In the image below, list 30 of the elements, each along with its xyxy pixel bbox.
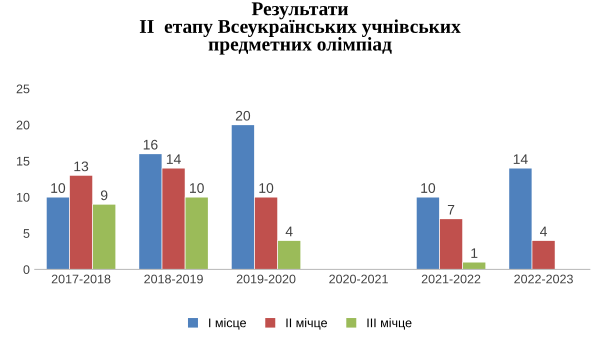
data-label: 14 [166,154,181,164]
data-label: 4 [286,226,293,236]
y-tick-label: 20 [16,120,30,130]
y-tick-label: 15 [16,156,30,166]
legend-label: І місце [209,318,246,330]
legend-label: ІІ мічце [286,318,327,330]
data-label: 10 [190,183,204,193]
data-label: 20 [236,110,250,121]
chart-title: Результати ІІ етапу Всеукраїнських учнівських предметних олімпіад [140,2,461,55]
x-tick-label: 2022-2023 [514,274,573,284]
y-tick-label: 10 [16,192,30,202]
data-label: 7 [448,204,454,215]
data-label: 10 [259,183,274,193]
x-tick-label: 2020-2021 [329,274,388,284]
x-tick-label: 2021-2022 [422,274,480,284]
y-tick-label: 5 [23,229,30,238]
legend-label: ІІІ мічце [367,318,412,330]
y-tick-label: 0 [23,265,30,274]
data-label: 16 [144,140,158,150]
data-label: 10 [421,183,436,193]
y-tick-label: 25 [16,84,30,94]
data-label: 1 [471,248,478,258]
x-tick-label: 2018-2019 [144,274,203,284]
data-label: 4 [540,226,548,236]
data-label: 14 [514,154,528,164]
data-label: 10 [51,183,66,193]
data-label: 13 [74,161,88,172]
x-tick-label: 2017-2018 [52,274,110,284]
data-label: 9 [100,190,108,200]
x-tick-label: 2019-2020 [236,274,296,284]
